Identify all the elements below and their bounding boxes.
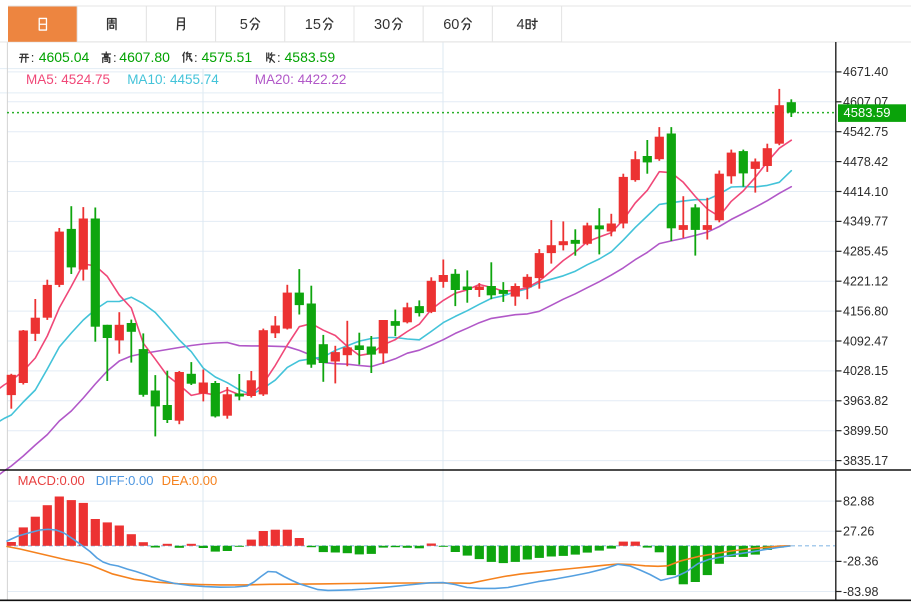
svg-text:3835.17: 3835.17: [843, 454, 888, 468]
svg-text:4221.12: 4221.12: [843, 275, 888, 289]
svg-text:4028.15: 4028.15: [843, 364, 888, 378]
svg-text:MA5: 4524.75: MA5: 4524.75: [26, 72, 110, 87]
svg-text:MACD:0.00: MACD:0.00: [18, 473, 85, 488]
svg-text:82.88: 82.88: [843, 494, 874, 508]
svg-text::: :: [194, 50, 198, 65]
svg-text:4607.80: 4607.80: [119, 49, 170, 65]
svg-text:MA20: 4422.22: MA20: 4422.22: [255, 72, 347, 87]
svg-text:60: 60: [443, 17, 459, 33]
svg-text:4671.40: 4671.40: [843, 65, 888, 79]
svg-text::: :: [277, 50, 281, 65]
svg-text:4: 4: [517, 17, 525, 33]
svg-text:4478.42: 4478.42: [843, 155, 888, 169]
svg-text:27.26: 27.26: [843, 525, 874, 539]
svg-text:4156.80: 4156.80: [843, 304, 888, 318]
svg-text::: :: [31, 50, 35, 65]
svg-text:-28.36: -28.36: [843, 555, 878, 569]
svg-text:5: 5: [240, 17, 248, 33]
svg-text:4285.45: 4285.45: [843, 245, 888, 259]
svg-text:4414.10: 4414.10: [843, 185, 888, 199]
svg-text:4575.51: 4575.51: [202, 49, 253, 65]
svg-text:30: 30: [374, 17, 390, 33]
svg-text:3963.82: 3963.82: [843, 394, 888, 408]
svg-text:DEA:0.00: DEA:0.00: [162, 473, 218, 488]
svg-text:15: 15: [305, 17, 321, 33]
svg-text:-83.98: -83.98: [843, 585, 878, 599]
svg-text:4542.75: 4542.75: [843, 125, 888, 139]
svg-text:4605.04: 4605.04: [39, 49, 90, 65]
svg-text::: :: [113, 50, 117, 65]
svg-text:4583.59: 4583.59: [285, 49, 336, 65]
svg-text:4349.77: 4349.77: [843, 215, 888, 229]
svg-text:MA10: 4455.74: MA10: 4455.74: [127, 72, 219, 87]
svg-text:DIFF:0.00: DIFF:0.00: [96, 473, 154, 488]
svg-text:3899.50: 3899.50: [843, 424, 888, 438]
svg-text:4092.47: 4092.47: [843, 334, 888, 348]
svg-text:4583.59: 4583.59: [844, 105, 891, 120]
